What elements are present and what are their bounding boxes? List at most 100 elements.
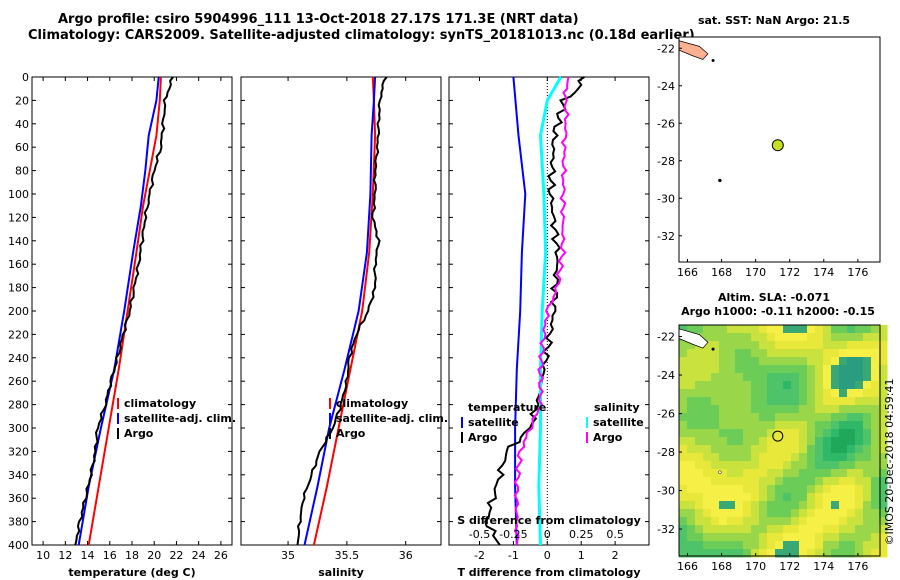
sla-cell (703, 549, 712, 558)
sla-cell (695, 397, 704, 406)
sla-cell (823, 413, 832, 422)
sla-cell (871, 541, 880, 550)
sla-cell (839, 509, 848, 518)
sla-cell (791, 533, 800, 542)
sla-cell (679, 413, 688, 422)
sla-cell (695, 461, 704, 470)
sla-cell (855, 429, 864, 438)
x-tick-label: 168 (711, 560, 732, 573)
y-tick-label: -26 (657, 117, 675, 130)
sla-cell (695, 549, 704, 558)
sla-cell (879, 445, 888, 454)
y-tick-label: 320 (8, 445, 29, 458)
sla-cell (775, 493, 784, 502)
sla-cell (871, 341, 880, 350)
sla-cell (823, 397, 832, 406)
sla-cell (759, 517, 768, 526)
sla-cell (695, 485, 704, 494)
sla-cell (847, 357, 856, 366)
sla-cell (719, 501, 728, 510)
series-argo-salinity (296, 76, 388, 546)
profile-panel-salinity: 35 35.5 36 salinity (240, 76, 442, 579)
sla-cell (687, 525, 696, 534)
sla-cell (679, 485, 688, 494)
sla-cell (871, 461, 880, 470)
x-tick-label: 16 (103, 549, 117, 562)
series-s-satellite (537, 76, 563, 546)
sla-cell (727, 437, 736, 446)
sla-cell (735, 469, 744, 478)
sla-cell (807, 429, 816, 438)
sla-cell (831, 461, 840, 470)
sla-cell (863, 461, 872, 470)
sla-cell (871, 453, 880, 462)
x-tick-label: 10 (36, 549, 50, 562)
sla-cell (735, 485, 744, 494)
sla-cell (775, 381, 784, 390)
sla-cell (871, 485, 880, 494)
sla-cell (847, 541, 856, 550)
sla-cell (679, 517, 688, 526)
sla-cell (791, 517, 800, 526)
sla-cell (695, 445, 704, 454)
series-satellite-temperature (77, 76, 160, 546)
sla-cell (679, 397, 688, 406)
sla-cell (807, 493, 816, 502)
sla-cell (759, 397, 768, 406)
sla-cell (847, 477, 856, 486)
sla-cell (727, 373, 736, 382)
sla-cell (711, 501, 720, 510)
sla-cell (879, 477, 888, 486)
sla-cell (727, 445, 736, 454)
sla-cell (839, 469, 848, 478)
sla-cell (687, 397, 696, 406)
sla-cell (759, 381, 768, 390)
sla-cell (735, 525, 744, 534)
sla-cell (703, 485, 712, 494)
sla-cell (855, 325, 864, 334)
sla-cell (719, 493, 728, 502)
sla-cell (879, 389, 888, 398)
sla-cell (815, 461, 824, 470)
sla-cell (815, 429, 824, 438)
sla-cell (767, 389, 776, 398)
sla-cell (839, 485, 848, 494)
sla-cell (735, 333, 744, 342)
sla-cell (823, 469, 832, 478)
sla-cell (879, 549, 888, 558)
sla-cell (719, 525, 728, 534)
sla-cell (823, 365, 832, 374)
sla-cell (863, 429, 872, 438)
sla-cell (807, 525, 816, 534)
sla-cell (687, 501, 696, 510)
sla-cell (839, 517, 848, 526)
sla-cell (775, 517, 784, 526)
s-axis-label: S difference from climatology (457, 514, 641, 527)
legend-label: satellite (593, 416, 644, 429)
sla-cell (791, 429, 800, 438)
sla-cell (807, 501, 816, 510)
y-tick-label: -30 (657, 192, 675, 205)
sla-cell (719, 421, 728, 430)
sla-cell (823, 541, 832, 550)
sla-cell (839, 381, 848, 390)
sla-cell (831, 341, 840, 350)
sla-cell (791, 397, 800, 406)
sla-cell (847, 445, 856, 454)
sla-cell (719, 541, 728, 550)
sla-cell (863, 333, 872, 342)
sla-cell (839, 533, 848, 542)
sla-cell (751, 453, 760, 462)
y-tick-label: 380 (8, 516, 29, 529)
sla-cell (759, 413, 768, 422)
sla-cell (735, 413, 744, 422)
sla-cell (791, 493, 800, 502)
sla-cell (759, 333, 768, 342)
sla-cell (823, 405, 832, 414)
sla-cell (743, 437, 752, 446)
sla-cell (711, 381, 720, 390)
sla-cell (871, 349, 880, 358)
sla-cell (839, 549, 848, 558)
sla-cell (767, 533, 776, 542)
sla-cell (783, 405, 792, 414)
